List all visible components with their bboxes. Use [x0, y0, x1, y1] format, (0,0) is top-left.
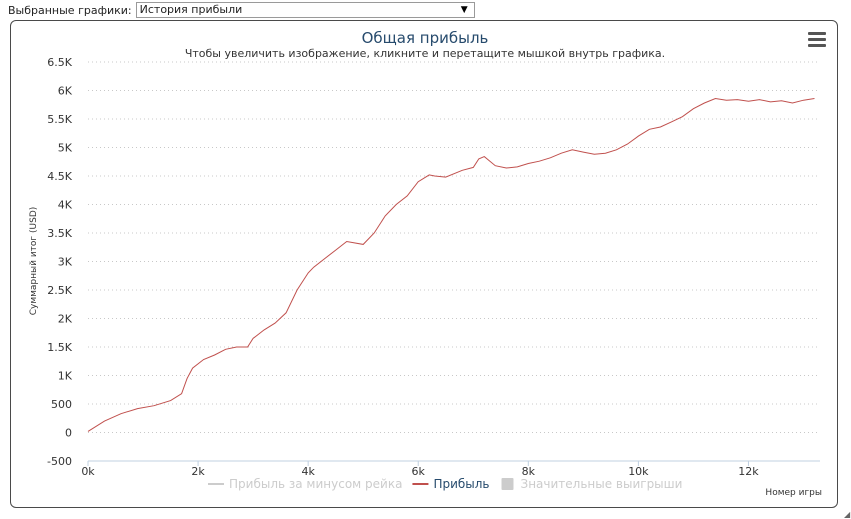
- chart-subtitle: Чтобы увеличить изображение, кликните и …: [185, 47, 665, 60]
- y-axis-title: Суммарный итог (USD): [29, 207, 39, 316]
- chart-selector-value: История прибыли: [139, 3, 243, 16]
- legend-item-1[interactable]: Прибыль: [433, 477, 489, 491]
- x-tick-label: 10k: [628, 465, 649, 478]
- y-tick-label: -500: [47, 455, 72, 468]
- resize-grip-icon[interactable]: ◢: [844, 510, 851, 519]
- y-tick-label: 1.5K: [47, 341, 72, 354]
- chart-selector-bar: Выбранные графики: История прибыли ▼: [8, 2, 475, 18]
- y-tick-label: 6.5K: [47, 56, 72, 69]
- y-tick-label: 4K: [58, 199, 73, 212]
- chart-panel[interactable]: [10, 20, 838, 508]
- x-tick-label: 8k: [522, 465, 536, 478]
- dropdown-arrow-icon: ▼: [460, 5, 468, 15]
- y-tick-label: 1K: [58, 370, 73, 383]
- x-axis-title: Номер игры: [765, 488, 822, 498]
- chart-selector-label: Выбранные графики:: [8, 3, 132, 17]
- y-tick-label: 4.5K: [47, 170, 72, 183]
- y-tick-label: 3.5K: [47, 227, 72, 240]
- y-tick-label: 2.5K: [47, 284, 72, 297]
- y-tick-label: 3K: [58, 256, 73, 269]
- legend-symbol-2[interactable]: [501, 478, 514, 490]
- x-tick-label: 6k: [412, 465, 426, 478]
- y-tick-label: 2K: [58, 313, 73, 326]
- y-tick-label: 5.5K: [47, 113, 72, 126]
- chart-selector-dropdown[interactable]: История прибыли ▼: [135, 2, 475, 18]
- y-tick-label: 0: [65, 427, 72, 440]
- legend-item-0[interactable]: Прибыль за минусом рейка: [229, 477, 402, 491]
- y-tick-label: 500: [51, 398, 72, 411]
- chart-title: Общая прибыль: [362, 29, 489, 47]
- profit-series-line[interactable]: [87, 97, 815, 432]
- y-tick-label: 6K: [58, 85, 73, 98]
- hamburger-menu-icon[interactable]: [808, 32, 826, 47]
- y-tick-label: 5K: [58, 142, 73, 155]
- x-tick-label: 2k: [191, 465, 205, 478]
- x-tick-label: 12k: [738, 465, 759, 478]
- x-tick-label: 0k: [81, 465, 95, 478]
- x-tick-label: 4k: [301, 465, 315, 478]
- legend-item-2[interactable]: Значительные выигрыши: [521, 477, 683, 491]
